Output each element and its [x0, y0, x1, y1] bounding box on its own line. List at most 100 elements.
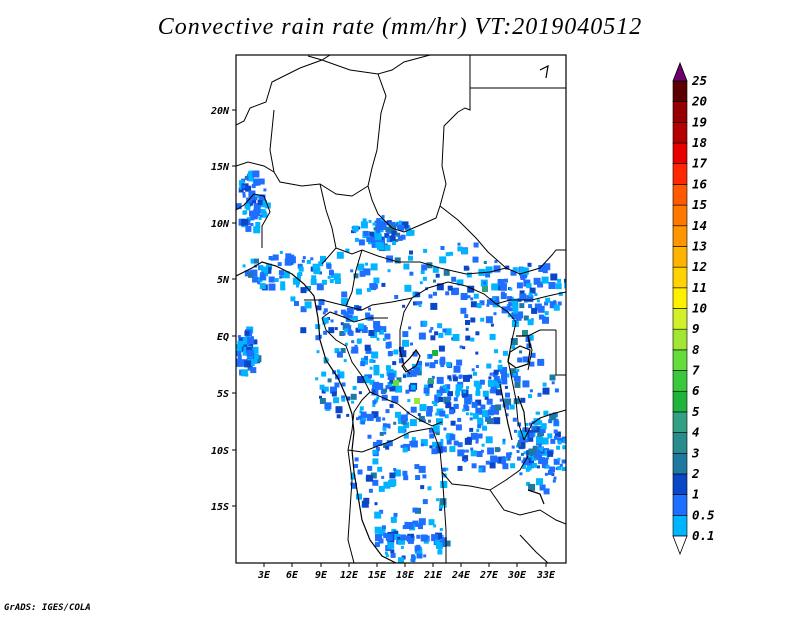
rain-cell — [384, 244, 391, 251]
rain-cell — [357, 469, 363, 475]
rain-cell — [497, 367, 502, 372]
rain-cell — [253, 209, 261, 217]
rain-cell — [250, 196, 255, 201]
rain-cell — [527, 456, 534, 464]
rain-cell — [354, 344, 358, 348]
rain-cell — [249, 210, 255, 217]
rain-cell — [261, 266, 269, 274]
rain-cell — [272, 254, 279, 261]
rain-cell — [246, 349, 254, 357]
rain-cell — [393, 512, 398, 517]
rain-cell — [553, 420, 559, 426]
rain-cell — [545, 297, 551, 303]
rain-cell — [451, 276, 457, 282]
rain-cell — [432, 441, 439, 448]
rain-cell — [464, 314, 469, 319]
rain-cell — [389, 479, 397, 487]
rain-cell — [335, 406, 343, 414]
rain-cell — [555, 467, 559, 471]
rain-cell — [538, 428, 544, 434]
rain-cell — [471, 401, 478, 408]
rain-cell — [477, 433, 483, 439]
rain-cell — [480, 317, 485, 322]
rain-cell — [294, 301, 299, 306]
rain-cell — [443, 384, 447, 389]
rain-cell — [529, 287, 536, 294]
rain-cell — [557, 457, 561, 461]
lat-label-5s: 5S — [217, 389, 229, 400]
rain-cell — [493, 265, 501, 273]
rain-cell — [403, 422, 410, 429]
rain-cell — [564, 282, 566, 289]
rain-cell — [433, 279, 436, 283]
rain-cell — [392, 361, 397, 366]
rain-cell — [330, 275, 334, 278]
rain-cell — [323, 360, 327, 364]
rain-cell — [517, 357, 523, 363]
rain-cell — [517, 440, 521, 443]
rain-cell — [505, 392, 510, 398]
rain-cell — [404, 284, 412, 292]
rain-cell — [248, 272, 254, 278]
rain-cell — [517, 430, 525, 438]
rain-cell — [358, 239, 365, 246]
rain-cell — [533, 426, 537, 430]
rain-cell — [443, 269, 450, 276]
rain-cell — [355, 288, 362, 295]
rain-cell — [486, 398, 493, 405]
rain-cell — [477, 424, 482, 429]
rain-cell — [357, 376, 365, 384]
rain-cell — [475, 331, 480, 336]
rain-cell — [274, 278, 279, 282]
rain-cell — [365, 347, 372, 354]
rain-cell — [435, 398, 440, 403]
rain-cell — [449, 251, 453, 256]
rain-cell — [424, 384, 430, 390]
rain-cell — [551, 381, 555, 385]
rain-cell — [435, 431, 440, 436]
rain-cell — [496, 383, 502, 389]
rain-cell — [304, 301, 312, 309]
rain-cell — [284, 258, 292, 266]
colorbar-swatch — [672, 246, 688, 268]
rain-cell — [444, 540, 451, 547]
lon-label-21e: 21E — [423, 570, 443, 581]
rain-cell — [437, 549, 443, 555]
rain-cell — [502, 438, 506, 442]
rain-cell — [351, 482, 357, 489]
rain-cell — [557, 440, 562, 445]
colorbar-level-label: 9 — [692, 321, 700, 336]
rain-cell — [418, 518, 426, 526]
rain-cell — [402, 304, 406, 308]
rain-cell — [553, 429, 558, 434]
rain-cell — [485, 460, 490, 465]
rain-cell — [495, 404, 502, 411]
rain-cell — [243, 343, 248, 348]
rain-cell — [443, 504, 447, 508]
lon-label-18e: 18E — [396, 570, 415, 581]
rain-cell — [522, 459, 529, 466]
rain-cell — [346, 396, 351, 401]
rain-cell — [482, 390, 489, 397]
rain-cell — [445, 402, 452, 409]
colorbar-swatch — [672, 80, 688, 102]
rain-cell — [538, 265, 546, 272]
rain-cell — [316, 283, 324, 291]
rain-cell — [494, 378, 502, 386]
rain-cell — [336, 369, 340, 373]
colorbar-level-label: 15 — [692, 197, 708, 212]
rain-cell — [372, 449, 378, 455]
rain-cell — [512, 267, 518, 273]
rain-cell — [531, 307, 538, 314]
rain-cell — [439, 358, 446, 365]
rain-cell — [236, 346, 242, 352]
rain-cell — [478, 467, 483, 472]
rain-cell — [248, 343, 253, 348]
rain-cell — [499, 398, 503, 402]
rain-cell — [393, 421, 397, 425]
rain-cell — [425, 362, 429, 367]
rain-rate-field — [236, 170, 566, 563]
rain-cell — [401, 221, 409, 229]
rain-cell — [346, 307, 354, 315]
rain-cell — [550, 438, 556, 444]
